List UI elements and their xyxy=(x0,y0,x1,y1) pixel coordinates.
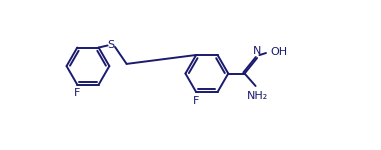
Text: S: S xyxy=(107,40,115,50)
Text: OH: OH xyxy=(271,46,288,57)
Text: N: N xyxy=(253,46,261,56)
Text: NH₂: NH₂ xyxy=(247,91,268,101)
Text: F: F xyxy=(74,88,80,98)
Text: F: F xyxy=(193,96,199,106)
